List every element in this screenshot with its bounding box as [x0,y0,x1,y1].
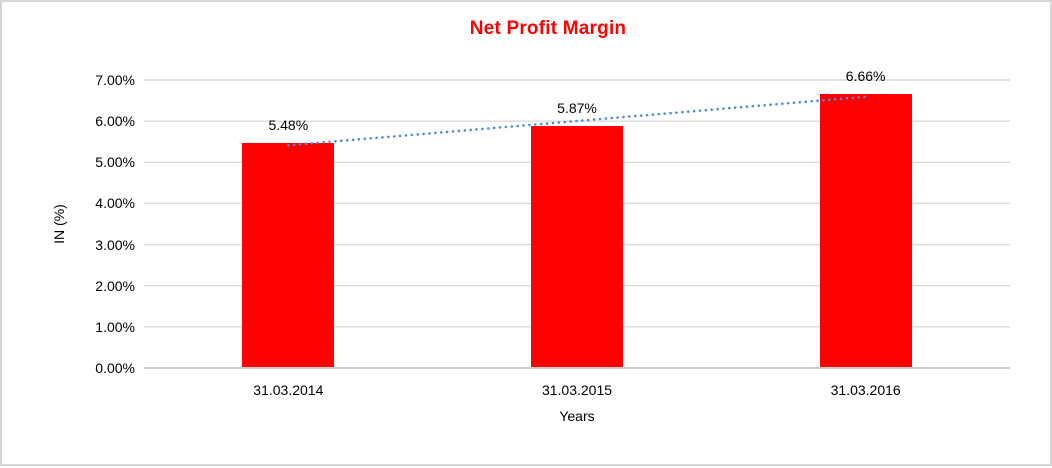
bar [242,142,335,367]
data-label: 6.66% [845,67,886,84]
x-tick-label: 31.03.2014 [253,382,324,398]
data-label: 5.87% [557,100,597,117]
y-tick-label: 6.00% [95,113,135,130]
y-tick-label: 1.00% [95,318,135,335]
y-tick-label: 2.00% [95,277,135,294]
trendline [287,95,867,147]
bar [819,93,912,367]
y-tick-label: 3.00% [95,236,135,253]
data-label: 5.48% [268,116,309,133]
bar [531,126,623,367]
y-tick-label: 7.00% [95,72,135,88]
chart-title: Net Profit Margin [469,18,627,39]
y-tick-label: 5.00% [95,154,135,171]
y-tick-label: 4.00% [95,195,135,212]
x-axis-title: Years [559,408,595,424]
x-tick-label: 31.03.2015 [541,382,613,398]
y-tick-label: 0.00% [95,360,135,376]
x-tick-label: 31.03.2016 [830,382,901,398]
y-axis-title: IN (%) [51,204,67,244]
